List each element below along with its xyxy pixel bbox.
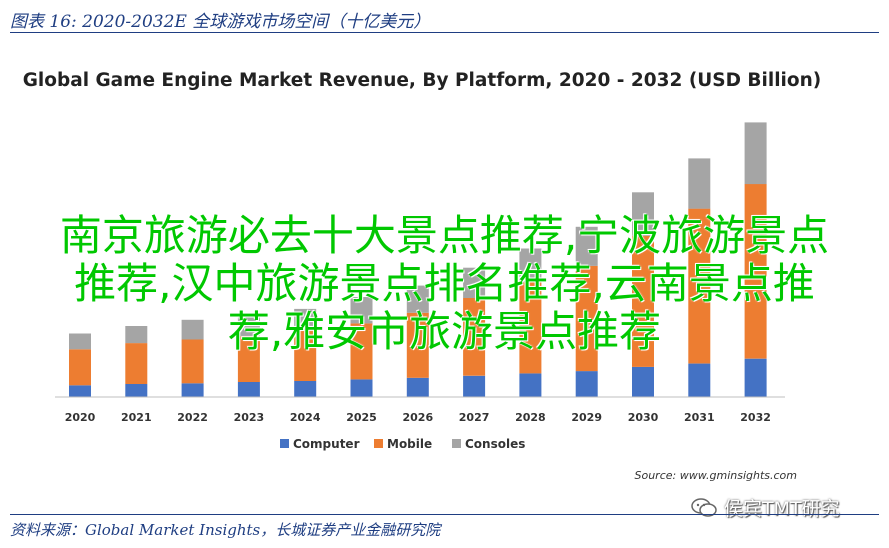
- x-tick-label: 2026: [402, 411, 433, 424]
- x-tick-label: 2032: [740, 411, 771, 424]
- bar-computer-2025: [350, 379, 373, 397]
- x-tick-label: 2030: [628, 411, 659, 424]
- bar-computer-2020: [69, 385, 91, 397]
- overlay-line-1: 南京旅游必去十大景点推荐,宁波旅游景点: [59, 211, 830, 260]
- figure-caption: 图表 16: 2020-2032E 全球游戏市场空间（十亿美元）: [10, 12, 431, 32]
- bar-consoles-2021: [125, 326, 148, 344]
- bar-mobile-2021: [125, 343, 148, 384]
- figure-footer: 资料来源：Global Market Insights，长城证券产业金融研究院: [10, 514, 879, 539]
- legend-swatch-consoles: [452, 439, 461, 448]
- bar-mobile-2030: [632, 235, 654, 367]
- x-tick-label: 2025: [346, 411, 377, 424]
- bar-computer-2031: [688, 363, 711, 397]
- bar-consoles-2023: [237, 316, 260, 337]
- bar-mobile-2024: [294, 330, 317, 381]
- bar-mobile-2029: [575, 265, 598, 372]
- bar-consoles-2032: [744, 122, 767, 185]
- bar-computer-2028: [519, 373, 542, 397]
- bar-computer-2026: [406, 377, 429, 397]
- overlay-line-2: 推荐,汉中旅游景点排名推荐,云南景点推: [74, 259, 815, 308]
- x-tick-labels: 2020 2021 2022 2023 2024 2025 2026 2027 2028 2029…: [65, 411, 771, 424]
- bar-consoles-2030: [632, 192, 654, 236]
- bar-consoles-2024: [294, 308, 317, 331]
- legend-swatch-computer: [280, 439, 289, 448]
- bar-consoles-2020: [69, 333, 91, 350]
- x-tick-label: 2023: [234, 411, 265, 424]
- bar-computer-2027: [463, 375, 486, 397]
- bar-computer-2021: [125, 384, 148, 397]
- bar-mobile-2032: [744, 184, 767, 359]
- bar-mobile-2020: [69, 349, 91, 386]
- bar-computer-2029: [575, 371, 598, 397]
- bar-mobile-2023: [237, 336, 260, 382]
- bar-consoles-2029: [575, 226, 598, 266]
- bar-consoles-2022: [181, 319, 204, 340]
- bars-group: [69, 122, 767, 397]
- legend-label-computer: Computer: [293, 437, 360, 451]
- chart-title: Global Game Engine Market Revenue, By Pl…: [23, 70, 821, 91]
- bar-consoles-2025: [350, 297, 373, 324]
- bar-mobile-2027: [463, 298, 486, 376]
- bar-computer-2024: [294, 380, 317, 397]
- source-note: 资料来源：Global Market Insights，长城证券产业金融研究院: [10, 521, 441, 539]
- bar-mobile-2028: [519, 282, 542, 374]
- x-tick-label: 2028: [515, 411, 546, 424]
- legend-label-consoles: Consoles: [465, 437, 525, 451]
- bar-computer-2030: [632, 366, 654, 397]
- bar-computer-2032: [744, 358, 767, 397]
- legend-swatch-mobile: [374, 439, 383, 448]
- bar-consoles-2028: [519, 248, 542, 283]
- bar-mobile-2025: [350, 323, 373, 380]
- x-tick-label: 2020: [65, 411, 96, 424]
- x-tick-label: 2022: [177, 411, 208, 424]
- figure-header: 图表 16: 2020-2032E 全球游戏市场空间（十亿美元）: [10, 4, 879, 33]
- x-tick-label: 2031: [684, 411, 715, 424]
- bar-consoles-2027: [463, 267, 486, 298]
- bar-computer-2022: [181, 383, 204, 397]
- bar-mobile-2026: [406, 312, 429, 378]
- x-tick-label: 2024: [290, 411, 321, 424]
- x-tick-label: 2021: [121, 411, 152, 424]
- overlay-line-3: 荐,雅安市旅游景点推荐: [227, 307, 662, 356]
- bar-mobile-2022: [181, 339, 204, 384]
- bar-computer-2023: [237, 382, 260, 397]
- bar-mobile-2031: [688, 208, 711, 364]
- x-tick-label: 2029: [571, 411, 602, 424]
- wechat-icon: [691, 497, 717, 517]
- watermark: 侯宾TMT研究: [690, 494, 840, 521]
- chart-source: Source: www.gminsights.com: [634, 469, 797, 482]
- watermark-text: 侯宾TMT研究: [724, 498, 840, 520]
- bar-consoles-2026: [406, 285, 429, 313]
- x-tick-label: 2027: [459, 411, 490, 424]
- legend-label-mobile: Mobile: [387, 437, 432, 451]
- bar-consoles-2031: [688, 158, 711, 209]
- legend: Computer Mobile Consoles: [280, 437, 525, 451]
- overlay-text: 南京旅游必去十大景点推荐,宁波旅游景点 推荐,汉中旅游景点排名推荐,云南景点推 …: [0, 212, 889, 356]
